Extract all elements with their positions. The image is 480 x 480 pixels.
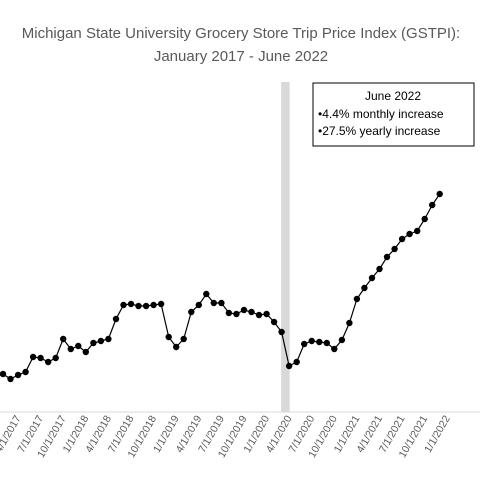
data-point — [414, 227, 421, 235]
data-point — [233, 310, 240, 318]
data-point — [301, 340, 308, 348]
data-point — [157, 300, 165, 308]
data-point — [82, 348, 90, 356]
data-point — [29, 353, 37, 361]
data-point — [353, 295, 361, 303]
data-point — [225, 309, 233, 317]
data-point — [75, 342, 82, 350]
data-point — [383, 253, 391, 261]
data-point — [180, 335, 187, 343]
data-point — [195, 301, 202, 309]
data-point — [120, 301, 127, 309]
data-point — [218, 299, 225, 307]
covid-highlight-band — [281, 82, 290, 412]
data-point — [398, 235, 406, 243]
data-point — [285, 362, 293, 370]
data-point — [127, 300, 135, 308]
chart-title-line-1: Michigan State University Grocery Store … — [22, 25, 460, 42]
data-point — [188, 308, 195, 316]
data-point — [7, 375, 14, 383]
plot-area — [0, 190, 443, 383]
data-point — [421, 215, 428, 223]
gstpi-series-line — [2, 193, 441, 380]
data-point — [135, 302, 142, 310]
data-point — [429, 201, 436, 209]
data-point — [361, 284, 368, 292]
data-point — [90, 339, 97, 347]
data-point — [316, 338, 323, 346]
data-point — [293, 358, 300, 366]
data-point — [263, 310, 270, 318]
data-point — [165, 333, 172, 341]
x-axis-ticks: 4/1/20177/1/201710/1/20171/1/20184/1/201… — [0, 413, 453, 460]
annotation-yearly-increase: •27.5% yearly increase — [318, 124, 441, 138]
data-point — [331, 345, 338, 353]
annotation-box: June 2022 •4.4% monthly increase •27.5% … — [312, 82, 475, 147]
annotation-monthly-increase: •4.4% monthly increase — [318, 107, 444, 121]
data-point — [14, 371, 22, 379]
data-point — [270, 318, 278, 326]
data-point — [60, 335, 67, 343]
data-point — [240, 306, 248, 314]
data-point — [37, 354, 44, 362]
data-point — [97, 337, 105, 345]
data-point — [0, 370, 7, 378]
data-point — [323, 339, 330, 347]
annotation-frame — [312, 82, 475, 147]
data-point — [173, 343, 180, 351]
data-point — [391, 245, 398, 253]
data-point — [248, 308, 255, 316]
data-point — [67, 345, 75, 353]
data-point — [210, 299, 217, 307]
data-point — [338, 336, 346, 344]
data-point — [142, 302, 150, 310]
data-point — [255, 311, 263, 319]
data-point — [150, 301, 157, 309]
data-point — [346, 319, 353, 327]
chart-title-line-2: January 2017 - June 2022 — [154, 48, 328, 65]
data-point — [278, 328, 285, 336]
data-point — [105, 335, 112, 343]
data-point — [436, 190, 443, 198]
data-point — [22, 368, 29, 376]
data-point — [45, 358, 52, 366]
data-point — [376, 265, 383, 273]
data-point — [203, 290, 210, 298]
data-point — [406, 230, 413, 238]
data-point — [112, 315, 120, 323]
data-point — [368, 274, 376, 282]
data-point — [308, 337, 315, 345]
data-point — [52, 354, 59, 362]
annotation-title: June 2022 — [365, 89, 421, 103]
